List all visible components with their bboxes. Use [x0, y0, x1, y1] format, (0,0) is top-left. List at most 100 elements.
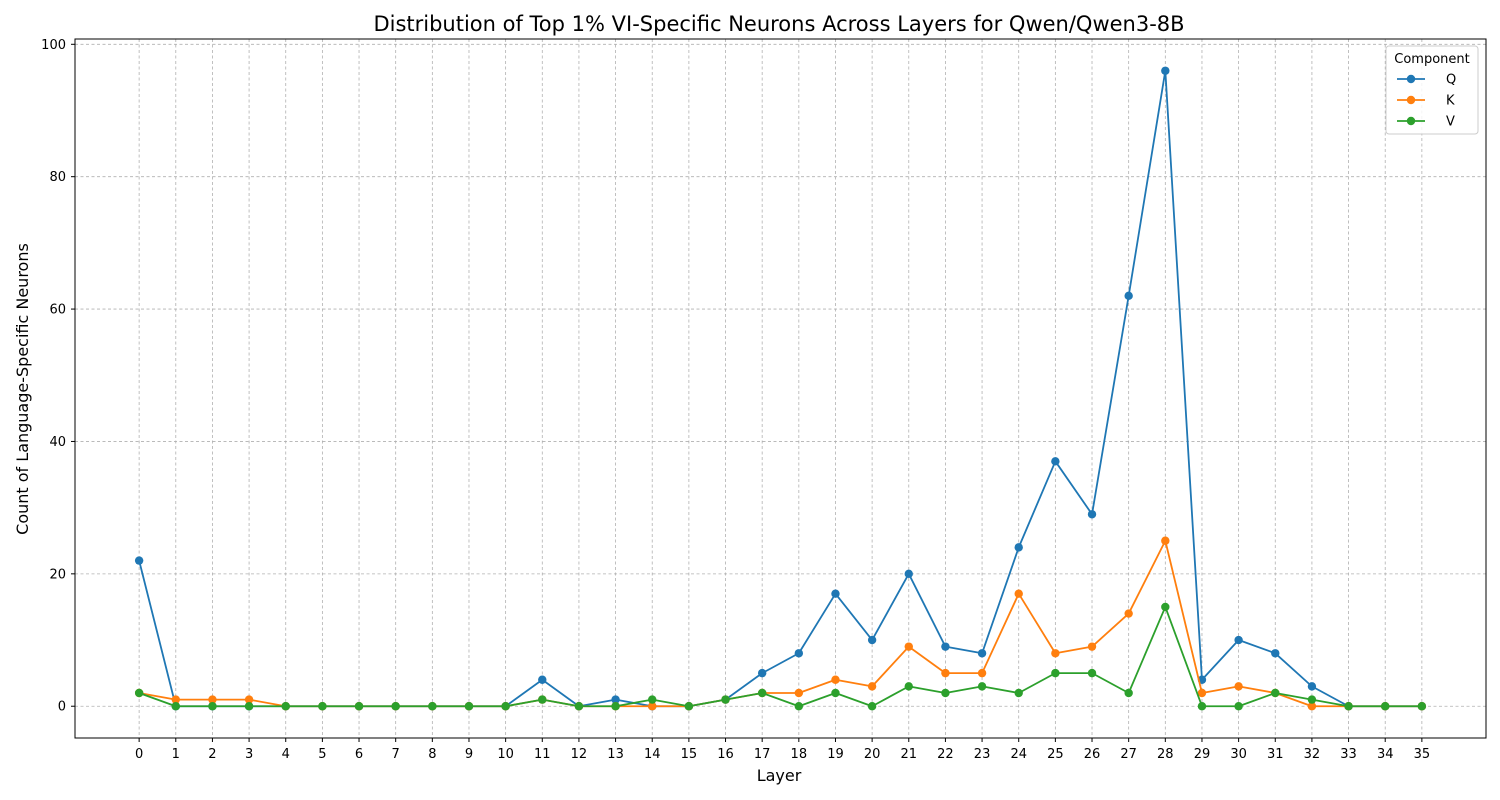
chart-title: Distribution of Top 1% VI-Specific Neuro…: [373, 12, 1184, 36]
x-tick-label: 33: [1340, 747, 1357, 762]
data-point: [611, 695, 620, 704]
series-k: [134, 536, 1427, 711]
x-tick-label: 35: [1414, 747, 1431, 762]
data-point: [1234, 682, 1243, 691]
data-point: [1087, 510, 1097, 519]
data-point: [464, 702, 474, 711]
legend: Component QKV: [1385, 45, 1479, 135]
data-point: [721, 695, 730, 704]
x-tick-label: 28: [1157, 747, 1174, 762]
data-point: [794, 702, 804, 711]
data-point: [941, 668, 950, 678]
series-line: [138, 606, 1422, 708]
data-point: [941, 642, 950, 651]
data-point: [354, 702, 364, 711]
data-point: [1234, 635, 1243, 645]
series-line: [138, 69, 1422, 708]
data-point: [904, 642, 913, 651]
data-point: [134, 556, 144, 565]
series-v: [134, 602, 1427, 711]
data-point: [208, 702, 217, 711]
data-point: [574, 702, 584, 711]
data-point: [1417, 702, 1427, 711]
data-point: [1381, 702, 1390, 711]
x-tick-label: 14: [644, 747, 661, 762]
data-point: [244, 695, 254, 704]
data-point: [1271, 649, 1280, 658]
x-tick-label: 3: [245, 747, 253, 762]
x-tick-label: 25: [1047, 747, 1064, 762]
x-tick-label: 30: [1230, 747, 1247, 762]
data-point: [1161, 66, 1170, 75]
y-axis: 0 20 40 60 80 100: [41, 38, 75, 715]
data-point: [538, 675, 547, 684]
series-line: [138, 539, 1422, 708]
data-point: [171, 695, 180, 704]
data-point: [1307, 702, 1317, 711]
x-tick-label: 22: [937, 747, 954, 762]
legend-label: V: [1446, 115, 1455, 130]
data-point: [171, 702, 180, 711]
x-tick-label: 18: [791, 747, 808, 762]
x-tick-label: 16: [717, 747, 734, 762]
data-point: [977, 649, 987, 658]
y-axis-label: Count of Language-Specific Neurons: [13, 243, 32, 535]
data-point: [867, 682, 877, 691]
data-point: [428, 702, 437, 711]
data-point: [831, 589, 840, 598]
y-tick-label: 0: [58, 700, 66, 715]
legend-title: Component: [1394, 52, 1469, 67]
data-point: [1014, 543, 1023, 552]
grid: [75, 39, 1486, 738]
x-tick-label: 9: [465, 747, 473, 762]
data-point: [1087, 668, 1097, 678]
data-point: [867, 702, 877, 711]
data-point: [501, 702, 510, 711]
data-point: [1014, 688, 1023, 698]
data-point: [281, 702, 290, 711]
data-point: [904, 569, 913, 579]
data-point: [1124, 609, 1133, 618]
data-point: [757, 688, 767, 698]
x-tick-label: 24: [1010, 747, 1027, 762]
y-tick-label: 100: [41, 38, 66, 53]
data-point: [1014, 589, 1023, 598]
data-point: [1124, 291, 1133, 301]
data-point: [1197, 688, 1207, 698]
data-point: [1124, 688, 1133, 698]
x-tick-label: 5: [318, 747, 326, 762]
x-tick-label: 13: [607, 747, 624, 762]
x-tick-label: 12: [571, 747, 588, 762]
data-point: [611, 702, 620, 711]
x-tick-label: 19: [827, 747, 844, 762]
plot-area-frame: [74, 38, 1487, 739]
data-point: [977, 682, 987, 691]
data-point: [867, 635, 877, 645]
x-tick-label: 1: [172, 747, 180, 762]
data-point: [648, 695, 657, 704]
data-point: [1161, 536, 1170, 545]
data-point: [977, 668, 987, 678]
data-point: [1234, 702, 1243, 711]
x-tick-label: 31: [1267, 747, 1284, 762]
data-point: [1271, 688, 1280, 698]
x-tick-label: 4: [282, 747, 290, 762]
x-tick-label: 7: [392, 747, 400, 762]
legend-marker: [1406, 116, 1416, 126]
data-point: [538, 695, 547, 704]
x-tick-label: 2: [208, 747, 216, 762]
data-point: [684, 702, 694, 711]
legend-label: Q: [1446, 73, 1456, 88]
data-point: [757, 668, 767, 678]
data-point: [318, 702, 327, 711]
series-layer: [134, 66, 1427, 711]
data-point: [1051, 649, 1060, 658]
legend-marker: [1406, 74, 1416, 84]
data-point: [1344, 702, 1353, 711]
data-point: [244, 702, 254, 711]
data-point: [1051, 457, 1060, 466]
x-tick-label: 15: [681, 747, 698, 762]
legend-label: K: [1446, 94, 1455, 109]
data-point: [941, 688, 950, 698]
